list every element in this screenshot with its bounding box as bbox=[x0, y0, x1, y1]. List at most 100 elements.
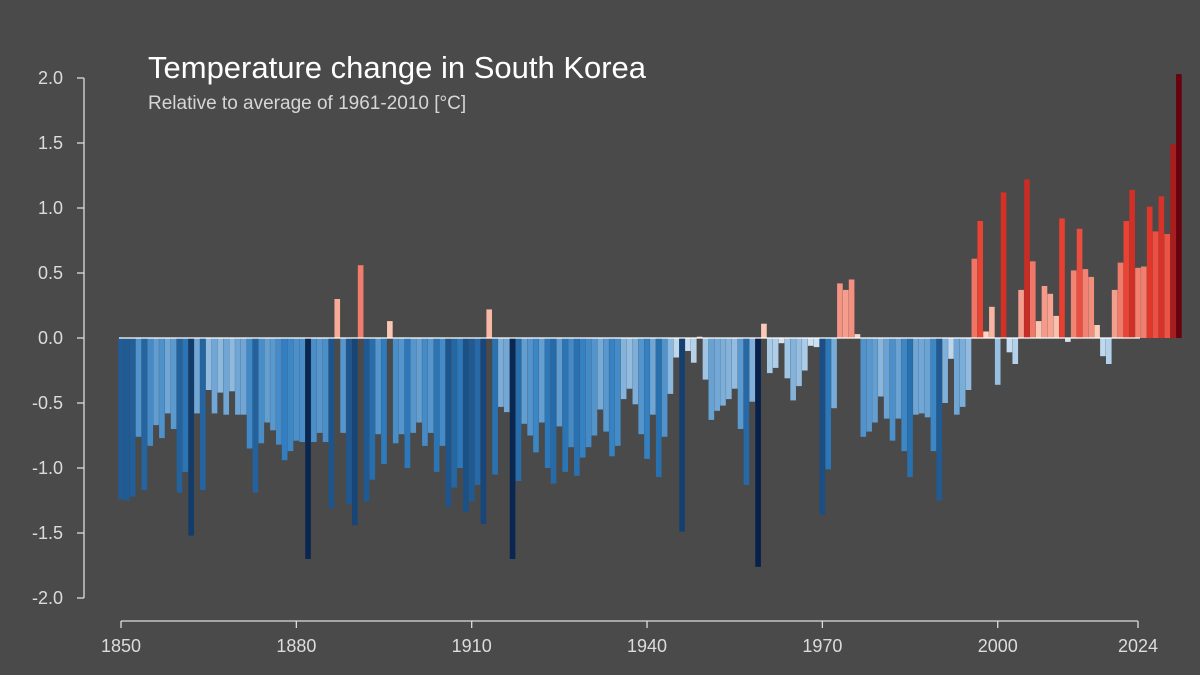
y-tick-label: -2.0 bbox=[32, 588, 63, 608]
bar-1986 bbox=[913, 338, 919, 415]
bar-1990 bbox=[936, 338, 943, 501]
bar-2028 bbox=[1158, 196, 1165, 338]
bar-2000 bbox=[994, 338, 1001, 385]
bar-1909 bbox=[463, 338, 469, 513]
bar-1927 bbox=[568, 338, 574, 448]
bar-1991 bbox=[942, 338, 948, 403]
bar-1959 bbox=[755, 338, 761, 567]
bar-2030 bbox=[1170, 144, 1176, 338]
bar-1954 bbox=[726, 338, 732, 400]
bar-1937 bbox=[626, 338, 633, 389]
bar-1908 bbox=[457, 338, 463, 468]
bar-1969 bbox=[813, 338, 820, 348]
bar-1866 bbox=[211, 338, 218, 414]
bar-1949 bbox=[696, 336, 703, 338]
bar-1932 bbox=[597, 338, 604, 410]
bar-1914 bbox=[492, 338, 498, 475]
bar-1966 bbox=[796, 338, 802, 387]
bar-1948 bbox=[690, 338, 697, 363]
bar-1981 bbox=[883, 338, 890, 419]
bar-1851 bbox=[124, 338, 130, 501]
bar-1868 bbox=[223, 338, 230, 415]
bar-1931 bbox=[591, 338, 598, 436]
y-tick-label: -0.5 bbox=[32, 393, 63, 413]
bar-1889 bbox=[346, 338, 352, 505]
bar-1965 bbox=[790, 338, 796, 401]
x-tick-label: 2000 bbox=[978, 636, 1018, 656]
bar-2010 bbox=[1053, 315, 1059, 338]
bar-1945 bbox=[673, 338, 680, 358]
bar-1881 bbox=[299, 338, 305, 442]
bar-1974 bbox=[842, 289, 849, 338]
y-tick-label: -1.0 bbox=[32, 458, 63, 478]
bar-1910 bbox=[468, 338, 475, 502]
bar-2022 bbox=[1123, 221, 1130, 338]
bar-1887 bbox=[334, 299, 341, 338]
bar-2008 bbox=[1041, 286, 1048, 338]
bar-2016 bbox=[1088, 276, 1095, 338]
bar-1971 bbox=[825, 338, 832, 470]
bar-2009 bbox=[1047, 293, 1054, 338]
bar-1975 bbox=[848, 279, 855, 338]
bar-1978 bbox=[866, 338, 872, 432]
bar-1946 bbox=[679, 338, 685, 532]
y-tick-label: 0.5 bbox=[38, 263, 63, 283]
bar-1953 bbox=[720, 338, 726, 406]
bar-1924 bbox=[550, 338, 557, 484]
bar-2029 bbox=[1164, 234, 1171, 338]
bar-1861 bbox=[182, 338, 189, 472]
bar-2003 bbox=[1012, 338, 1019, 364]
chart-subtitle: Relative to average of 1961-2010 [°C] bbox=[148, 93, 467, 114]
bar-1917 bbox=[509, 338, 516, 559]
bar-2007 bbox=[1035, 321, 1042, 338]
bar-1863 bbox=[194, 338, 200, 414]
bar-1941 bbox=[650, 338, 656, 415]
bar-1999 bbox=[989, 306, 995, 338]
bar-1995 bbox=[965, 338, 972, 390]
bar-2024 bbox=[1135, 267, 1141, 338]
bar-1897 bbox=[392, 338, 399, 444]
bar-1906 bbox=[445, 338, 452, 507]
bar-1896 bbox=[387, 321, 393, 338]
bar-1933 bbox=[603, 338, 609, 432]
bar-1977 bbox=[860, 338, 867, 437]
bar-1942 bbox=[655, 338, 662, 478]
bar-1899 bbox=[404, 338, 411, 468]
bar-1934 bbox=[609, 338, 615, 457]
bar-1883 bbox=[311, 338, 317, 442]
bar-1982 bbox=[889, 338, 896, 441]
bar-1967 bbox=[802, 338, 808, 371]
bar-1929 bbox=[579, 338, 586, 458]
bar-2020 bbox=[1111, 289, 1118, 338]
bar-1944 bbox=[667, 338, 674, 394]
bar-1947 bbox=[685, 338, 691, 351]
bar-2026 bbox=[1146, 206, 1153, 338]
bar-2018 bbox=[1100, 338, 1106, 357]
bar-1850 bbox=[118, 338, 124, 500]
bar-1892 bbox=[363, 338, 370, 502]
bar-1864 bbox=[200, 338, 206, 491]
bar-1913 bbox=[486, 309, 493, 338]
bar-1984 bbox=[901, 338, 908, 452]
axes-group: 2.0 1.5 1.0 0.5 0.0 -0.5 -1.0 -1.5 -2.0 1850 1880 1… bbox=[32, 68, 1158, 656]
bar-1994 bbox=[959, 338, 966, 407]
bar-1860 bbox=[176, 338, 183, 493]
bar-1885 bbox=[322, 338, 329, 442]
bar-1858 bbox=[164, 338, 171, 414]
x-tick-label: 1880 bbox=[276, 636, 316, 656]
bar-1993 bbox=[954, 338, 960, 415]
bar-1895 bbox=[381, 338, 387, 465]
bar-1878 bbox=[281, 338, 288, 461]
bar-1857 bbox=[159, 338, 165, 439]
bar-1919 bbox=[521, 338, 528, 424]
y-tick-label: 0.0 bbox=[38, 328, 63, 348]
bar-1979 bbox=[872, 338, 878, 423]
bar-1865 bbox=[205, 338, 212, 390]
bar-1869 bbox=[229, 338, 235, 392]
bar-1923 bbox=[544, 338, 551, 468]
bar-1874 bbox=[258, 338, 265, 444]
bar-1901 bbox=[416, 338, 422, 423]
bar-1872 bbox=[246, 338, 253, 449]
bar-1852 bbox=[129, 338, 136, 497]
